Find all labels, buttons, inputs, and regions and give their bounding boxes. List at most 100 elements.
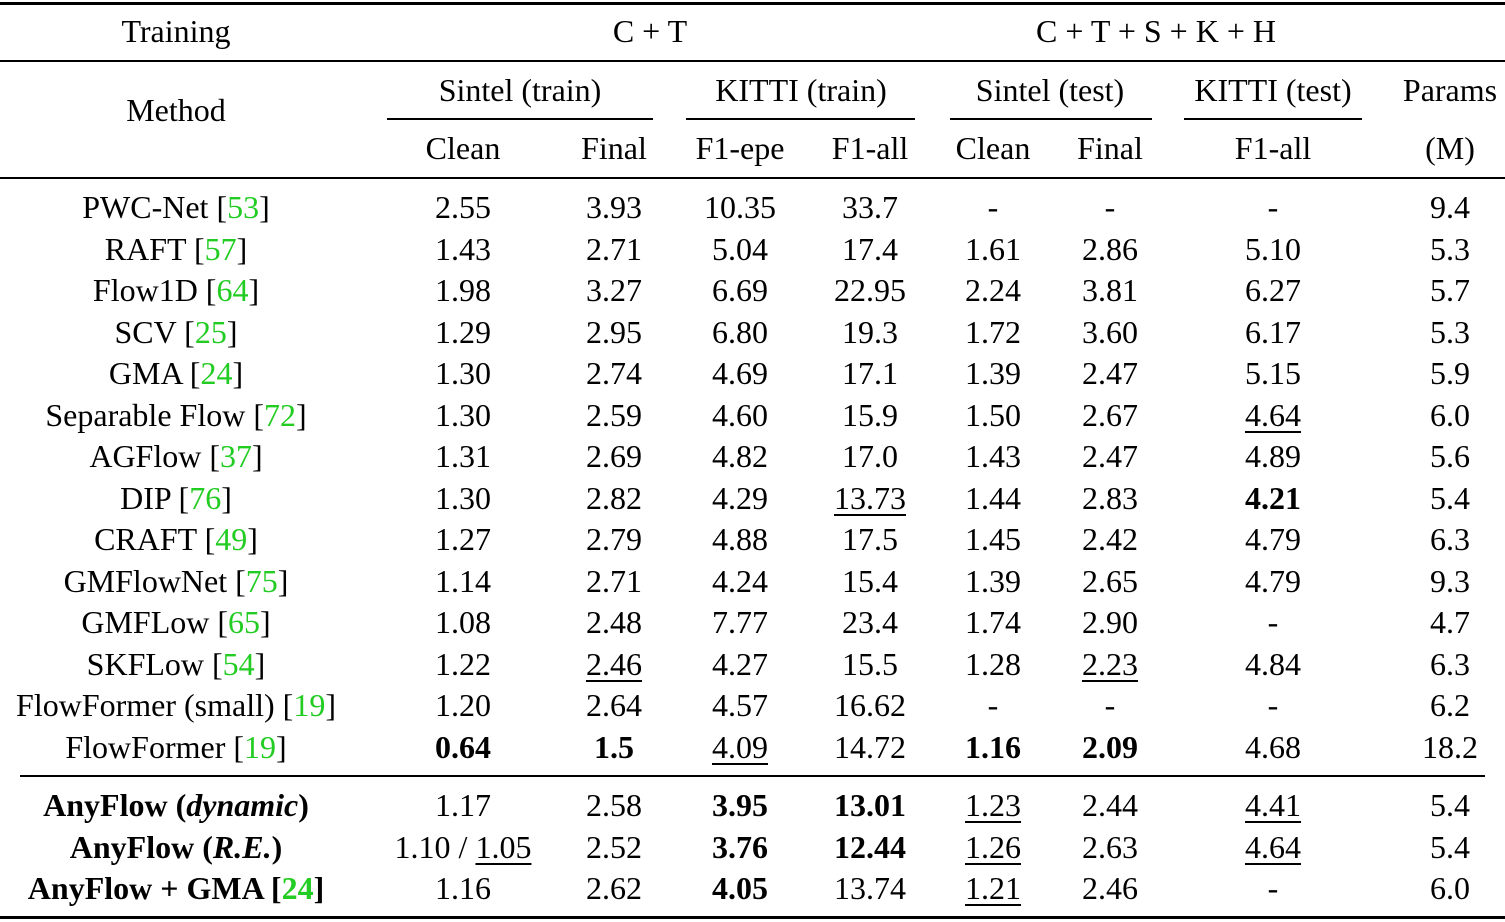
- cmid-sintel-train: [387, 118, 653, 120]
- value: 2.90: [1082, 604, 1138, 640]
- value: 5.6: [1430, 438, 1470, 474]
- value-cell: 3.81: [1082, 270, 1138, 310]
- value-cell: -: [1268, 868, 1279, 908]
- value: 1.74: [965, 604, 1021, 640]
- value: 3.81: [1082, 272, 1138, 308]
- method-name: GMFlowNet [75]: [63, 562, 289, 599]
- value: 2.83: [1082, 479, 1138, 516]
- citation-ref: 54: [222, 645, 255, 682]
- value: 4.21: [1245, 479, 1301, 516]
- value-cell: 4.79: [1245, 561, 1301, 601]
- value-cell: 5.04: [712, 229, 768, 269]
- value: 17.4: [842, 230, 898, 267]
- value-cell: 13.01: [834, 785, 906, 825]
- value-cell: 7.77: [712, 602, 768, 642]
- citation-ref: 76: [189, 479, 222, 516]
- value-cell: 18.2: [1422, 727, 1478, 767]
- value: 4.89: [1245, 438, 1301, 474]
- value: 2.95: [586, 313, 642, 350]
- value-cell: 1.61: [965, 229, 1021, 269]
- value-cell: 1.39: [965, 353, 1021, 393]
- method-suffix: ): [298, 787, 309, 823]
- value-cell: 5.4: [1430, 827, 1470, 867]
- value: 1.30: [435, 396, 491, 433]
- value: 2.47: [1082, 438, 1138, 474]
- value-cell: 4.89: [1245, 436, 1301, 476]
- value: 1.21: [965, 870, 1021, 906]
- value: 1.30: [435, 355, 491, 391]
- value-cell: 4.09: [712, 727, 768, 767]
- value: 1.16: [435, 870, 491, 906]
- value-cell: 2.67: [1082, 395, 1138, 435]
- citation-ref: 57: [204, 230, 237, 267]
- value-cell: -: [988, 187, 999, 227]
- value-cell: 1.39: [965, 561, 1021, 601]
- subgroup-sintel-test: Sintel (test): [975, 72, 1125, 108]
- value-cell: 1.74: [965, 602, 1021, 642]
- value: 22.95: [834, 272, 906, 308]
- value: 5.9: [1430, 355, 1470, 391]
- method-label: DIP: [120, 479, 179, 516]
- group-ct: C + T: [612, 13, 688, 49]
- method-label: GMFlowNet: [63, 562, 236, 599]
- value-cell: 6.69: [712, 270, 768, 310]
- value: 4.88: [712, 521, 768, 557]
- subgroup-sintel-train: Sintel (train): [438, 72, 602, 108]
- method-label: Separable Flow: [45, 396, 254, 433]
- value-cell: 4.29: [712, 478, 768, 518]
- value-cell: 13.73: [834, 478, 906, 518]
- value-cell: 2.83: [1082, 478, 1138, 518]
- value-cell: 1.31: [435, 436, 491, 476]
- value: 1.61: [965, 230, 1021, 267]
- value: -: [1267, 189, 1279, 225]
- value-cell: 0.64: [435, 727, 491, 767]
- method-suffix: ): [271, 828, 283, 865]
- value-cell: 1.30: [435, 353, 491, 393]
- method-name: AGFlow [37]: [89, 438, 263, 474]
- method-name: PWC-Net [53]: [82, 189, 270, 225]
- value-cell: -: [1105, 187, 1116, 227]
- citation-ref: 72: [263, 396, 296, 433]
- subgroup-kitti-test: KITTI (test): [1194, 72, 1352, 108]
- value-cell: 2.69: [586, 436, 642, 476]
- value-cell: 33.7: [842, 187, 898, 227]
- value: 1.44: [965, 479, 1021, 516]
- method-label: AnyFlow (: [69, 828, 213, 865]
- col-clean-test: Clean: [955, 130, 1031, 166]
- method-label: GMFLow: [81, 604, 218, 640]
- value: 12.44: [834, 828, 906, 865]
- value: 2.64: [586, 687, 642, 723]
- value: 6.2: [1430, 687, 1470, 723]
- value: 2.48: [586, 604, 642, 640]
- value-cell: 9.4: [1430, 187, 1470, 227]
- value: 4.84: [1245, 645, 1301, 682]
- value: 3.60: [1082, 313, 1138, 350]
- value: -: [1267, 687, 1279, 723]
- params-unit: (M): [1425, 130, 1475, 166]
- value: 6.27: [1245, 272, 1301, 308]
- value-cell: 14.72: [834, 727, 906, 767]
- value: 5.4: [1430, 828, 1470, 865]
- value-cell: 2.46: [1082, 868, 1138, 908]
- value: 1.05: [475, 828, 532, 865]
- value: 4.09: [712, 728, 768, 765]
- value-cell: 1.20: [435, 685, 491, 725]
- value: 1.22: [435, 645, 491, 682]
- method-label: Flow1D: [92, 272, 206, 308]
- method-name: Flow1D [64]: [92, 272, 260, 308]
- value: 17.5: [842, 521, 898, 557]
- value: 2.71: [586, 230, 642, 267]
- value-cell: 1.50: [965, 395, 1021, 435]
- value-cell: 1.14: [435, 561, 491, 601]
- value-cell: 4.69: [712, 353, 768, 393]
- value-cell: 2.44: [1082, 785, 1138, 825]
- value: 13.01: [834, 787, 906, 823]
- value-cell: 1.22: [435, 644, 491, 684]
- value-cell: 4.21: [1245, 478, 1301, 518]
- value-cell: -: [988, 685, 999, 725]
- value: 19.3: [842, 313, 898, 350]
- method-name: AnyFlow (dynamic): [43, 785, 309, 825]
- method-variant: dynamic: [186, 787, 299, 823]
- value-cell: 1.30: [435, 478, 491, 518]
- value: 1.08: [435, 604, 491, 640]
